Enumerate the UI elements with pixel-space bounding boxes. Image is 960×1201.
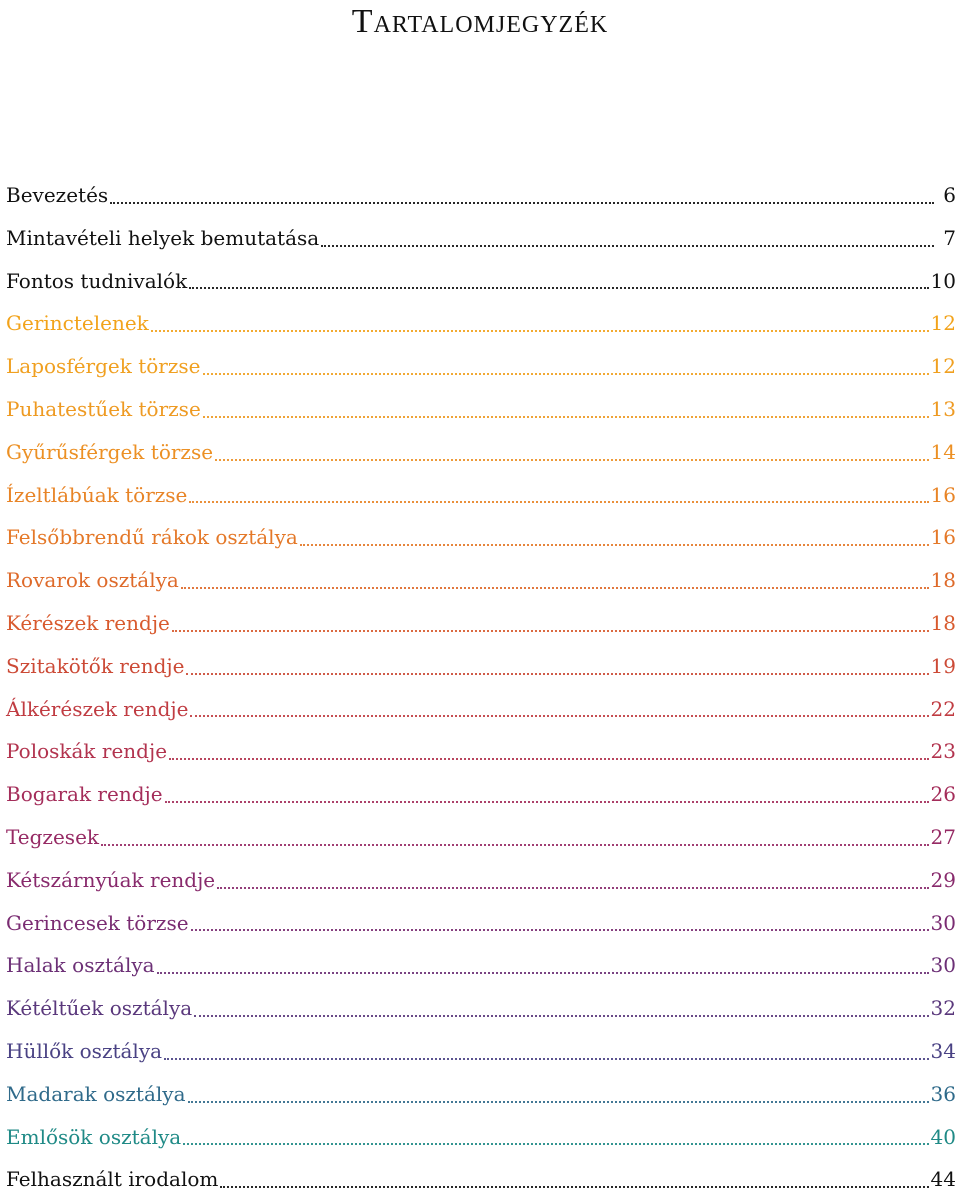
toc-entry[interactable]: Tegzesek 27 [6, 816, 956, 859]
toc-entry[interactable]: Kétszárnyúak rendje 29 [6, 859, 956, 902]
toc-entry-label: Gyűrűsférgek törzse [6, 439, 214, 464]
toc-dot-leader [186, 645, 929, 688]
toc-dot-leader [202, 388, 929, 431]
toc-entry-page-number: 36 [930, 1081, 956, 1106]
toc-entry[interactable]: Felsőbbrendű rákok osztálya 16 [6, 516, 956, 559]
toc-entry-page-number: 18 [930, 568, 956, 593]
toc-dot-leader [189, 260, 929, 303]
toc-entry[interactable]: Szitakötők rendje 19 [6, 645, 956, 688]
toc-entry[interactable]: Gerinctelenek 12 [6, 302, 956, 345]
toc-entry-label: Álkérészek rendje [6, 696, 189, 721]
toc-entry-label: Laposférgek törzse [6, 354, 201, 379]
toc-entry-label: Szitakötők rendje [6, 653, 185, 678]
toc-entry-page-number: 29 [930, 867, 956, 892]
toc-dot-leader [180, 559, 929, 602]
toc-entry-page-number: 12 [930, 311, 956, 336]
toc-entry-page-number: 19 [930, 653, 956, 678]
toc-entry[interactable]: Madarak osztálya 36 [6, 1073, 956, 1116]
toc-entry-label: Felsőbbrendű rákok osztálya [6, 525, 298, 550]
toc-dot-leader [169, 730, 929, 773]
toc-entry-label: Bevezetés [6, 183, 109, 207]
toc-entry-page-number: 32 [930, 996, 956, 1021]
toc-entry-page-number: 27 [930, 824, 956, 849]
toc-entry[interactable]: Gerincesek törzse 30 [6, 902, 956, 945]
toc-entry[interactable]: Kétéltűek osztálya 32 [6, 987, 956, 1030]
toc-entry-label: Mintavételi helyek bemutatása [6, 225, 320, 250]
toc-entry[interactable]: Kérészek rendje 18 [6, 602, 956, 645]
toc-entry-label: Emlősök osztálya [6, 1124, 182, 1149]
toc-entry-page-number: 26 [930, 782, 956, 807]
toc-entry-label: Halak osztálya [6, 953, 155, 978]
toc-entry-label: Poloskák rendje [6, 739, 168, 764]
toc-dot-leader [101, 816, 929, 859]
toc-dot-leader [187, 1073, 929, 1116]
toc-entry[interactable]: Halak osztálya 30 [6, 944, 956, 987]
toc-entry[interactable]: Bogarak rendje 26 [6, 773, 956, 816]
toc-entry[interactable]: Álkérészek rendje 22 [6, 688, 956, 731]
toc-entry[interactable]: Mintavételi helyek bemutatása 7 [6, 217, 956, 260]
toc-entry[interactable]: Laposférgek törzse 12 [6, 345, 956, 388]
toc-entry-page-number: 44 [930, 1167, 956, 1192]
toc-entry-page-number: 18 [930, 610, 956, 635]
toc-dot-leader [164, 773, 929, 816]
toc-dot-leader [202, 345, 929, 388]
toc-entry-page-number: 40 [930, 1124, 956, 1149]
toc-entry-page-number: 22 [930, 696, 956, 721]
toc-entry-page-number: 10 [930, 268, 956, 293]
toc-dot-leader [215, 431, 929, 474]
toc-entry-page-number: 16 [930, 482, 956, 507]
toc-entry-label: Fontos tudnivalók [6, 268, 188, 293]
toc-entry-label: Tegzesek [6, 824, 100, 849]
toc-entry-label: Kétéltűek osztálya [6, 996, 193, 1021]
toc-dot-leader [156, 944, 929, 987]
page-title: Tartalomjegyzék [351, 3, 609, 40]
toc-entry-label: Gerincesek törzse [6, 910, 189, 935]
toc-entry-label: Felhasznált irodalom [6, 1167, 219, 1192]
toc-dot-leader [189, 474, 929, 517]
toc-entry-label: Madarak osztálya [6, 1081, 186, 1106]
toc-dot-leader [321, 217, 934, 260]
toc-entry-page-number: 34 [930, 1038, 956, 1063]
toc-entry-label: Rovarok osztálya [6, 568, 179, 593]
toc-entry-page-number: 6 [943, 183, 956, 207]
toc-entry[interactable]: Gyűrűsférgek törzse 14 [6, 431, 956, 474]
toc-entry[interactable]: Bevezetés 6 [6, 174, 956, 217]
toc-entry[interactable]: Hüllők osztálya 34 [6, 1030, 956, 1073]
toc-entry-page-number: 14 [930, 439, 956, 464]
toc-dot-leader [190, 902, 929, 945]
toc-entry-label: Puhatestűek törzse [6, 396, 201, 421]
toc-dot-leader [299, 516, 929, 559]
toc-entry-label: Kérészek rendje [6, 610, 170, 635]
toc-dot-leader [220, 1158, 929, 1201]
toc-entry-page-number: 30 [930, 910, 956, 935]
toc-entry-label: Kétszárnyúak rendje [6, 867, 216, 892]
toc-dot-leader [164, 1030, 929, 1073]
toc-entry-page-number: 16 [930, 525, 956, 550]
toc-entry-label: Hüllők osztálya [6, 1038, 163, 1063]
toc-entry[interactable]: Felhasznált irodalom 44 [6, 1158, 956, 1201]
toc-dot-leader [110, 174, 934, 217]
table-of-contents: Bevezetés 6 Mintavételi helyek bemutatása 7… [6, 174, 956, 1201]
toc-entry[interactable]: Puhatestűek törzse 13 [6, 388, 956, 431]
toc-entry[interactable]: Rovarok osztálya 18 [6, 559, 956, 602]
toc-entry[interactable]: Poloskák rendje 23 [6, 730, 956, 773]
toc-entry[interactable]: Emlősök osztálya 40 [6, 1116, 956, 1159]
toc-dot-leader [194, 987, 929, 1030]
toc-entry[interactable]: Fontos tudnivalók 10 [6, 260, 956, 303]
toc-entry-label: Bogarak rendje [6, 782, 163, 807]
toc-entry-label: Gerinctelenek [6, 311, 149, 336]
toc-entry-page-number: 23 [930, 739, 956, 764]
toc-entry[interactable]: Ízeltlábúak törzse 16 [6, 474, 956, 517]
toc-dot-leader [190, 688, 929, 731]
toc-entry-page-number: 12 [930, 354, 956, 379]
toc-entry-page-number: 7 [943, 225, 956, 250]
toc-entry-label: Ízeltlábúak törzse [6, 482, 188, 507]
toc-dot-leader [217, 859, 929, 902]
toc-entry-page-number: 30 [930, 953, 956, 978]
toc-entry-page-number: 13 [930, 396, 956, 421]
toc-dot-leader [171, 602, 929, 645]
toc-dot-leader [150, 302, 929, 345]
toc-dot-leader [183, 1116, 929, 1159]
